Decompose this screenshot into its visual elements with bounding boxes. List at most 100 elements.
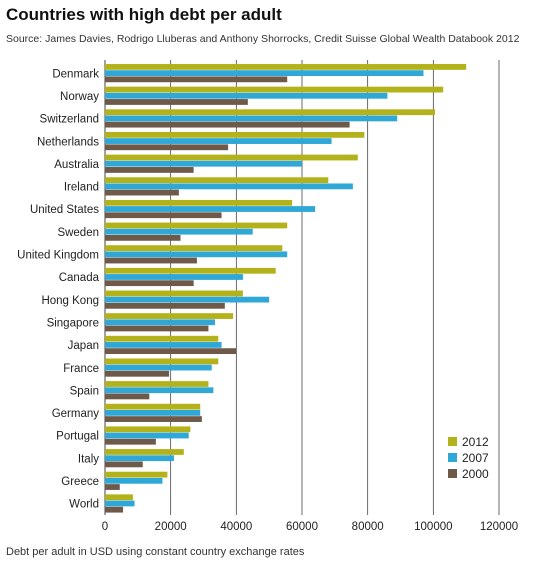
bar-portugal-2000 bbox=[105, 438, 156, 445]
legend-label-2000: 2000 bbox=[462, 467, 489, 481]
category-label-united-states: United States bbox=[30, 204, 99, 216]
bars-layer bbox=[105, 64, 467, 513]
bar-denmark-2007 bbox=[105, 70, 424, 77]
bar-netherlands-2000 bbox=[105, 144, 229, 151]
bar-united-kingdom-2012 bbox=[105, 245, 283, 252]
bar-japan-2007 bbox=[105, 342, 222, 348]
bar-greece-2000 bbox=[105, 484, 120, 490]
bar-denmark-2000 bbox=[105, 76, 288, 83]
category-label-ireland: Ireland bbox=[64, 182, 99, 194]
category-label-portugal: Portugal bbox=[56, 431, 99, 443]
bar-spain-2012 bbox=[105, 381, 209, 387]
bar-canada-2000 bbox=[105, 280, 194, 287]
bar-germany-2007 bbox=[105, 409, 201, 416]
legend-label-2012: 2012 bbox=[462, 435, 489, 449]
bar-singapore-2000 bbox=[105, 325, 209, 332]
bar-singapore-2012 bbox=[105, 313, 234, 319]
category-label-norway: Norway bbox=[60, 91, 99, 103]
x-tick-label-100000: 100000 bbox=[414, 521, 452, 533]
bar-switzerland-2007 bbox=[105, 115, 398, 122]
bar-spain-2000 bbox=[105, 393, 150, 400]
legend-label-2007: 2007 bbox=[462, 451, 489, 465]
category-label-spain: Spain bbox=[70, 385, 99, 397]
bar-united-kingdom-2000 bbox=[105, 257, 197, 264]
bar-france-2000 bbox=[105, 370, 170, 377]
bar-ireland-2007 bbox=[105, 183, 353, 190]
bar-italy-2000 bbox=[105, 461, 143, 468]
category-label-netherlands: Netherlands bbox=[37, 136, 99, 148]
bar-norway-2012 bbox=[105, 86, 444, 93]
category-label-italy: Italy bbox=[78, 453, 99, 465]
x-axis-label: Debt per adult in USD using constant cou… bbox=[6, 546, 305, 558]
x-tick-label-40000: 40000 bbox=[220, 521, 252, 533]
bar-greece-2012 bbox=[105, 471, 168, 478]
legend-swatch-2000 bbox=[448, 469, 457, 478]
bar-japan-2012 bbox=[105, 335, 219, 342]
bar-hong-kong-2000 bbox=[105, 302, 225, 309]
bar-switzerland-2012 bbox=[105, 109, 435, 116]
category-label-canada: Canada bbox=[59, 272, 100, 284]
legend-swatch-2007 bbox=[448, 453, 457, 462]
category-label-sweden: Sweden bbox=[57, 227, 99, 239]
bar-united-states-2000 bbox=[105, 212, 222, 219]
bar-ireland-2000 bbox=[105, 189, 179, 196]
x-tick-labels: 0 20000 40000 60000 80000 100000 120000 bbox=[102, 521, 518, 533]
legend: 2012 2007 2000 bbox=[448, 435, 489, 481]
category-label-singapore: Singapore bbox=[47, 317, 99, 329]
category-labels: Denmark Norway Switzerland Netherlands Austr… bbox=[17, 68, 99, 510]
category-label-japan: Japan bbox=[68, 340, 99, 352]
x-tick-label-120000: 120000 bbox=[480, 521, 518, 533]
bar-singapore-2007 bbox=[105, 319, 215, 326]
bar-sweden-2000 bbox=[105, 234, 181, 241]
bar-canada-2012 bbox=[105, 267, 276, 274]
bar-germany-2000 bbox=[105, 416, 202, 422]
bar-france-2012 bbox=[105, 358, 219, 365]
category-label-world: World bbox=[69, 499, 99, 511]
bar-switzerland-2000 bbox=[105, 121, 350, 128]
x-tick-label-60000: 60000 bbox=[286, 521, 318, 533]
category-label-australia: Australia bbox=[54, 159, 99, 171]
x-tick-label-0: 0 bbox=[102, 521, 108, 533]
chart-subtitle: Source: James Davies, Rodrigo Lluberas a… bbox=[6, 33, 520, 45]
category-label-france: France bbox=[63, 363, 99, 375]
category-label-switzerland: Switzerland bbox=[40, 114, 99, 126]
legend-swatch-2012 bbox=[448, 437, 457, 446]
category-label-hong-kong: Hong Kong bbox=[41, 295, 99, 307]
bar-australia-2007 bbox=[105, 160, 302, 167]
bar-denmark-2012 bbox=[105, 64, 467, 70]
bar-united-states-2012 bbox=[105, 199, 293, 206]
bar-world-2012 bbox=[105, 494, 133, 501]
x-tick-label-20000: 20000 bbox=[155, 521, 187, 533]
bar-canada-2007 bbox=[105, 274, 243, 280]
category-label-germany: Germany bbox=[52, 408, 100, 420]
category-label-greece: Greece bbox=[61, 476, 99, 488]
chart-title: Countries with high debt per adult bbox=[6, 5, 282, 24]
bar-sweden-2007 bbox=[105, 228, 253, 235]
bar-united-states-2007 bbox=[105, 206, 316, 212]
bar-hong-kong-2012 bbox=[105, 290, 243, 297]
bar-france-2007 bbox=[105, 364, 212, 371]
bar-world-2000 bbox=[105, 506, 124, 513]
bar-italy-2007 bbox=[105, 455, 174, 462]
x-tick-label-80000: 80000 bbox=[352, 521, 384, 533]
bar-norway-2000 bbox=[105, 99, 248, 105]
bar-sweden-2012 bbox=[105, 222, 288, 229]
bar-netherlands-2007 bbox=[105, 138, 332, 144]
bar-greece-2007 bbox=[105, 477, 163, 484]
bar-hong-kong-2007 bbox=[105, 296, 270, 303]
bar-ireland-2012 bbox=[105, 177, 329, 184]
bar-world-2007 bbox=[105, 500, 135, 507]
bar-japan-2000 bbox=[105, 348, 237, 355]
bar-portugal-2007 bbox=[105, 432, 189, 439]
bar-spain-2007 bbox=[105, 387, 214, 394]
category-label-denmark: Denmark bbox=[52, 68, 99, 80]
grid-layer bbox=[104, 60, 500, 515]
bar-netherlands-2012 bbox=[105, 131, 365, 138]
bar-norway-2007 bbox=[105, 92, 388, 99]
bar-portugal-2012 bbox=[105, 426, 191, 433]
bar-australia-2012 bbox=[105, 154, 358, 161]
category-label-united-kingdom: United Kingdom bbox=[17, 250, 99, 262]
bar-italy-2012 bbox=[105, 449, 184, 455]
bar-australia-2000 bbox=[105, 167, 194, 173]
